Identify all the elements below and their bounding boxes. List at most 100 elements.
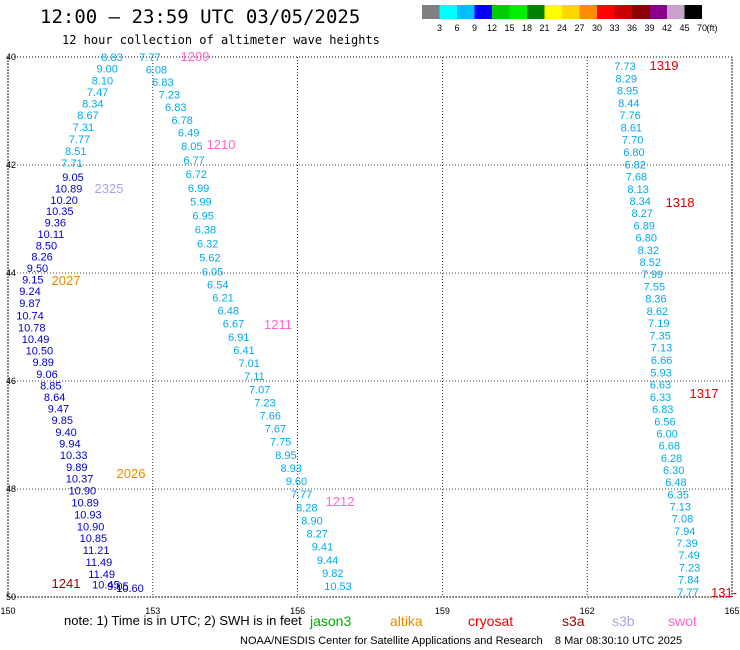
- wave-height-value: 9.47: [48, 404, 69, 416]
- wave-height-value: 6.63: [650, 380, 671, 392]
- wave-height-value: 6.35: [667, 489, 688, 501]
- wave-height-value: 6.00: [656, 428, 677, 440]
- wave-height-value: 7.77: [677, 587, 698, 599]
- wave-height-value: 7.67: [265, 424, 286, 436]
- wave-height-value: 7.71: [61, 158, 82, 170]
- satellite-name: jason3: [310, 613, 352, 629]
- satellite-name: s3a: [562, 613, 585, 629]
- wave-height-value: 8.95: [275, 450, 296, 462]
- wave-height-value: 6.33: [650, 392, 671, 404]
- map-subtitle: 12 hour collection of altimeter wave hei…: [62, 33, 380, 47]
- wave-height-value: 8.36: [645, 294, 666, 306]
- wave-height-value: 8.93: [280, 463, 301, 475]
- wave-height-value: 7.23: [159, 90, 180, 102]
- wave-height-value: 8.29: [616, 73, 637, 85]
- pass-id-label: 1212: [326, 494, 355, 509]
- wave-height-value: 8.95: [617, 86, 638, 98]
- wave-height-value: 6.49: [178, 127, 199, 139]
- wave-height-value: 8.27: [306, 529, 327, 541]
- wave-height-value: 8.85: [40, 380, 61, 392]
- wave-height-value: 9.24: [19, 286, 40, 298]
- wave-height-value: 10.50: [26, 346, 54, 358]
- wave-height-value: 9.82: [322, 568, 343, 580]
- wave-height-value: 6.68: [659, 441, 680, 453]
- wave-height-value: 10.74: [16, 310, 44, 322]
- pass-id-label: 2027: [52, 273, 81, 288]
- wave-height-value: 7.66: [259, 410, 280, 422]
- wave-height-value: 8.05: [181, 141, 202, 153]
- legend-swatch: [492, 5, 510, 19]
- legend-unit: (ft): [707, 23, 718, 33]
- legend-swatch: [632, 5, 650, 19]
- latitude-tick-label: 44: [6, 268, 16, 278]
- wave-height-value: 9.89: [66, 462, 87, 474]
- wave-height-value: 7.01: [239, 358, 260, 370]
- legend-label: 45: [679, 23, 689, 33]
- wave-height-value: 10.37: [66, 474, 94, 486]
- wave-height-value: 7.75: [270, 437, 291, 449]
- wave-height-value: 6.56: [654, 416, 675, 428]
- wave-height-value: 5.62: [199, 252, 220, 264]
- pass-id-label: 2325: [95, 181, 124, 196]
- wave-height-value: 7.31: [73, 122, 94, 134]
- wave-height-value: 8.83: [101, 52, 122, 64]
- wave-height-value: 6.08: [146, 65, 167, 77]
- wave-height-value: 7.70: [622, 135, 643, 147]
- latitude-tick-label: 46: [6, 376, 16, 386]
- wave-height-value: 8.62: [647, 306, 668, 318]
- wave-height-value: 9.50: [27, 263, 48, 275]
- wave-height-value: 9.06: [36, 369, 57, 381]
- legend-label: 27: [574, 23, 584, 33]
- legend-label: 39: [644, 23, 654, 33]
- longitude-tick-label: 150: [0, 606, 15, 616]
- wave-height-value: 6.72: [186, 169, 207, 181]
- wave-height-value: 10.35: [46, 206, 74, 218]
- wave-height-value: 7.84: [678, 575, 699, 587]
- pass-id-label: 1318: [666, 195, 695, 210]
- wave-height-value: 9.15: [22, 274, 43, 286]
- wave-height-value: 10.53: [324, 581, 352, 593]
- wave-height-value: 7.23: [679, 562, 700, 574]
- wave-height-value: 6.32: [197, 239, 218, 251]
- wave-height-value: 8.27: [631, 208, 652, 220]
- wave-height-value: 6.99: [188, 183, 209, 195]
- wave-height-value: 7.35: [649, 330, 670, 342]
- legend-swatch: [474, 5, 492, 19]
- wave-height-value: 10.49: [22, 334, 50, 346]
- wave-height-value: 10.11: [38, 229, 65, 241]
- wave-height-value: 7.77: [291, 489, 312, 501]
- legend-label: 15: [504, 23, 514, 33]
- wave-height-value: 6.83: [165, 102, 186, 114]
- wave-height-value: 9.41: [312, 542, 333, 554]
- legend-swatch: [614, 5, 632, 19]
- wave-height-value: 7.19: [648, 318, 669, 330]
- wave-height-value: 5.99: [190, 197, 211, 209]
- wave-height-value: 6.83: [152, 77, 173, 89]
- legend-label: 36: [627, 23, 637, 33]
- wave-height-value: 6.77: [183, 155, 204, 167]
- wave-height-value: 6.30: [663, 465, 684, 477]
- wave-height-value: 8.50: [36, 240, 57, 252]
- pass-id-label: 1209: [181, 49, 210, 64]
- wave-height-value: 7.76: [619, 110, 640, 122]
- wave-height-value: 9.00: [96, 64, 117, 76]
- wave-height-value: 6.91: [228, 332, 249, 344]
- wave-height-value: 9.85: [52, 415, 73, 427]
- wave-height-value: 10.89: [55, 183, 83, 195]
- wave-height-value: 10.85: [80, 533, 108, 545]
- legend-label: 6: [454, 23, 459, 33]
- wave-height-value: 9.05: [62, 172, 83, 184]
- legend-swatch: [509, 5, 527, 19]
- legend-label: 33: [609, 23, 619, 33]
- wave-height-value: 6.66: [651, 355, 672, 367]
- wave-height-value: 10.20: [50, 195, 78, 207]
- wave-height-value: 7.13: [651, 343, 672, 355]
- longitude-tick-label: 162: [580, 606, 595, 616]
- wave-height-value: 7.68: [626, 172, 647, 184]
- wave-height-value: 9.40: [55, 427, 76, 439]
- wave-height-value: 6.28: [661, 453, 682, 465]
- wave-height-value: 6.54: [207, 279, 228, 291]
- longitude-tick-label: 165: [724, 606, 739, 616]
- wave-height-value: 6.95: [192, 211, 213, 223]
